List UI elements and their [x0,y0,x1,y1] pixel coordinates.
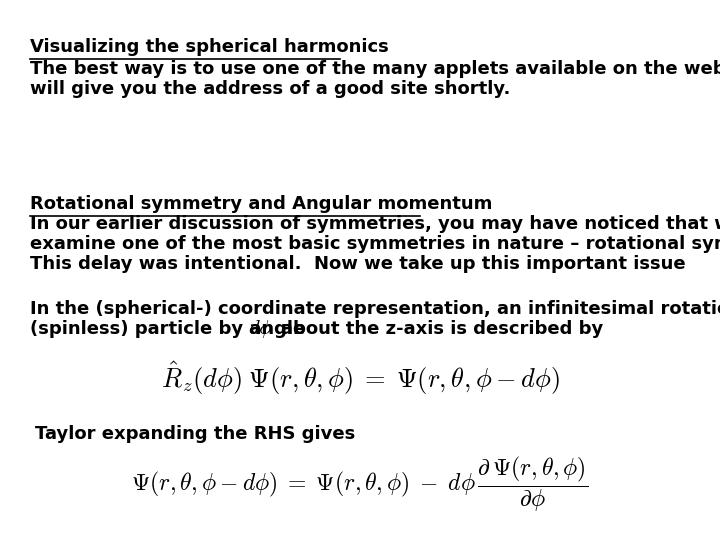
Text: $d\phi$: $d\phi$ [248,318,273,340]
Text: In the (spherical-) coordinate representation, an infinitesimal rotation of a: In the (spherical-) coordinate represent… [30,300,720,318]
Text: Taylor expanding the RHS gives: Taylor expanding the RHS gives [35,425,355,443]
Text: about the z-axis is described by: about the z-axis is described by [281,320,603,338]
Text: Visualizing the spherical harmonics: Visualizing the spherical harmonics [30,38,389,56]
Text: $\Psi(r,\theta,\phi - d\phi) \;=\; \Psi(r,\theta,\phi) \;-\; d\phi\, \dfrac{\par: $\Psi(r,\theta,\phi - d\phi) \;=\; \Psi(… [132,455,588,515]
Text: examine one of the most basic symmetries in nature – rotational symmetry.: examine one of the most basic symmetries… [30,235,720,253]
Text: $\hat{R}_z(d\phi)\; \Psi(r,\theta,\phi) \;=\; \Psi(r,\theta,\phi - d\phi)$: $\hat{R}_z(d\phi)\; \Psi(r,\theta,\phi) … [161,360,559,397]
Text: (spinless) particle by angle: (spinless) particle by angle [30,320,305,338]
Text: Rotational symmetry and Angular momentum: Rotational symmetry and Angular momentum [30,195,492,213]
Text: The best way is to use one of the many applets available on the web.  I: The best way is to use one of the many a… [30,60,720,78]
Text: In our earlier discussion of symmetries, you may have noticed that we didn’t: In our earlier discussion of symmetries,… [30,215,720,233]
Text: will give you the address of a good site shortly.: will give you the address of a good site… [30,80,510,98]
Text: This delay was intentional.  Now we take up this important issue: This delay was intentional. Now we take … [30,255,685,273]
